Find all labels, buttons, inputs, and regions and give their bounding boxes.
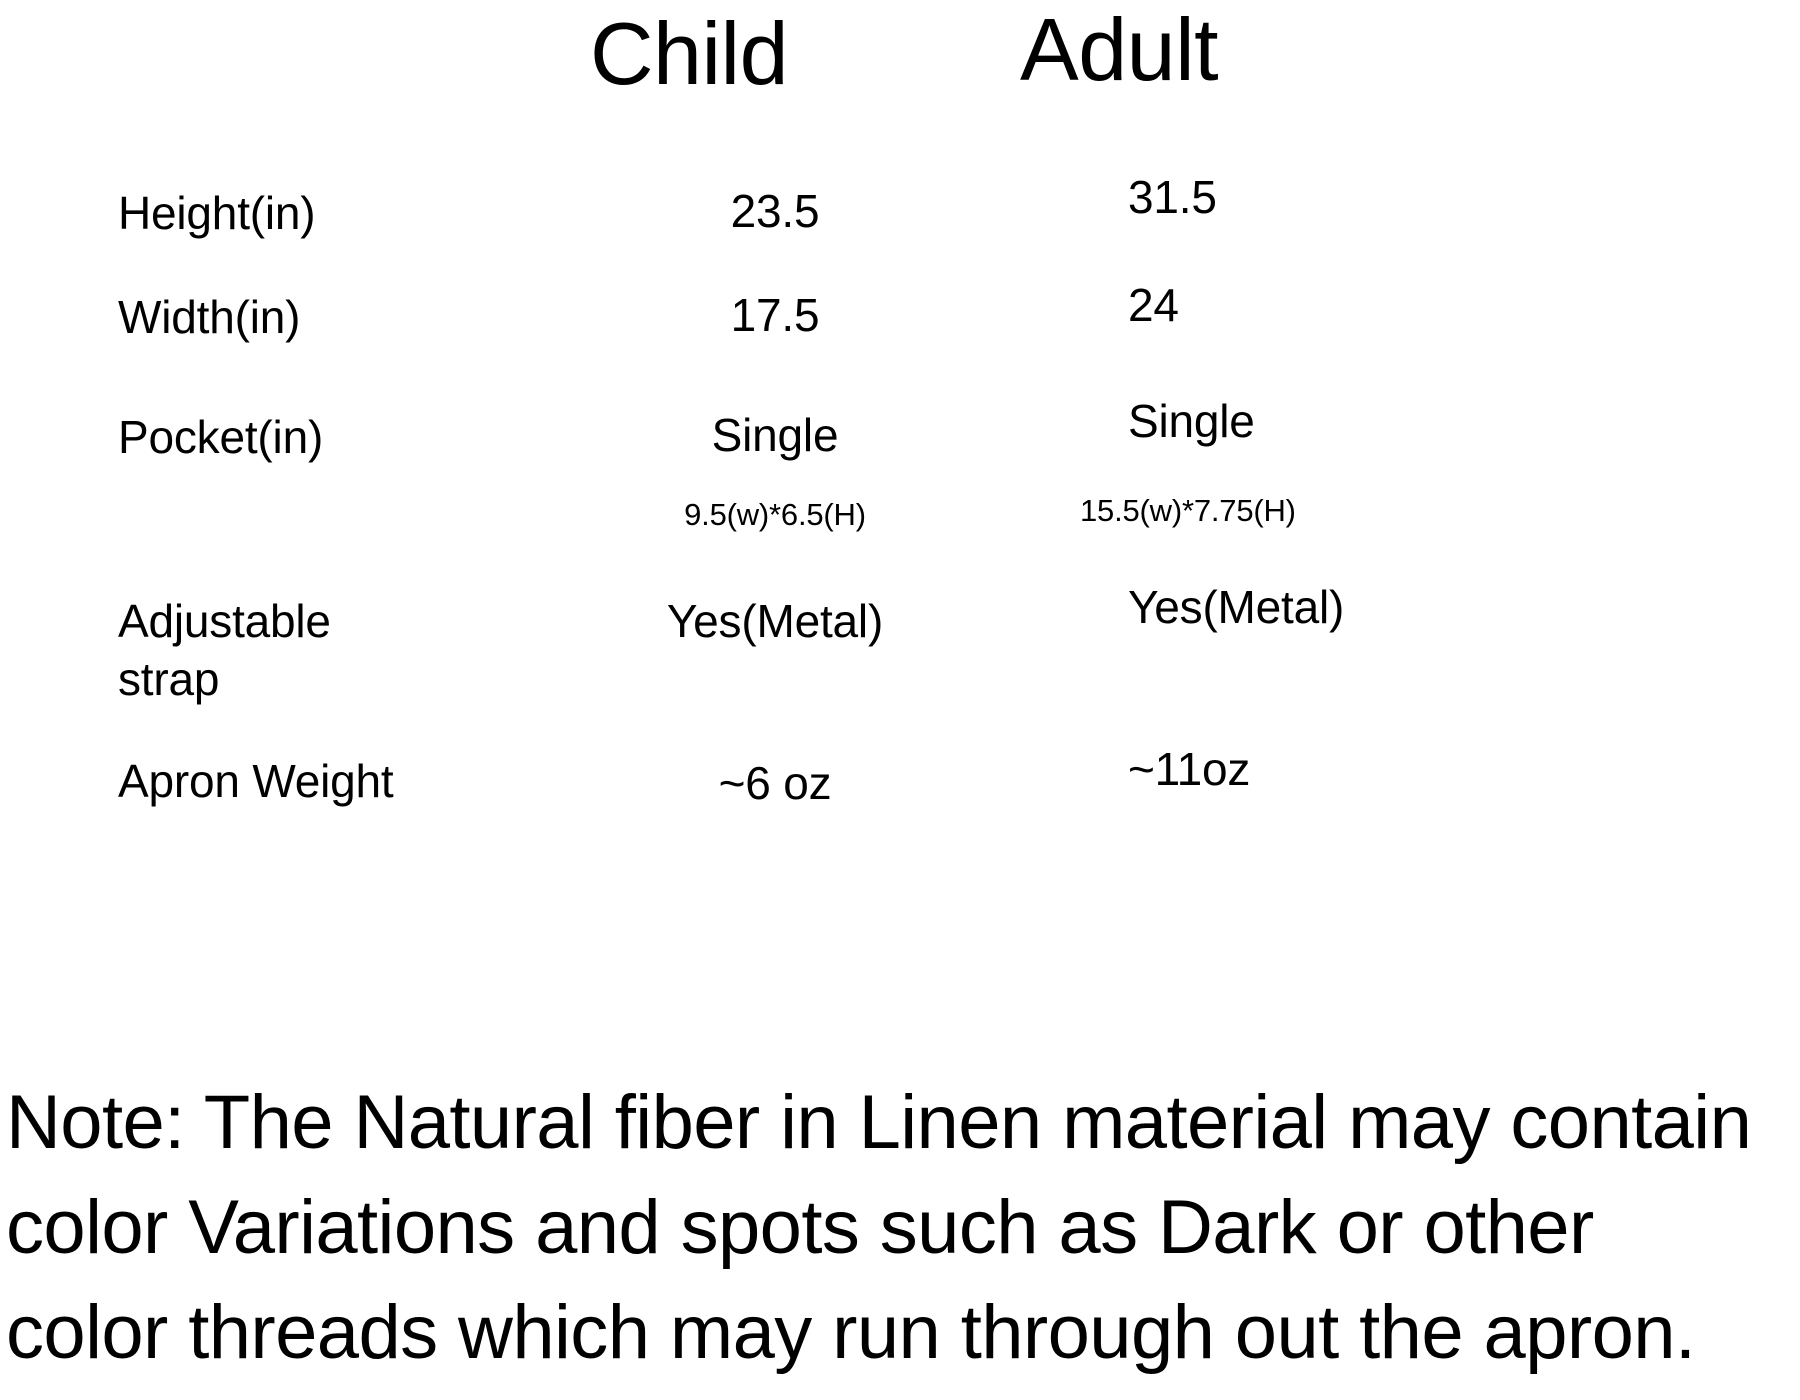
note-line-2: color Variations and spots such as Dark …	[6, 1185, 1594, 1270]
cell-strap-adult: Yes(Metal)	[1128, 581, 1345, 633]
table-header-row: Child Adult	[0, 6, 1800, 116]
cell-height-adult: 31.5	[1128, 171, 1217, 223]
row-label-adjustable-strap: Adjustable strap	[118, 595, 331, 705]
row-label-pocket: Pocket(in)	[118, 411, 324, 463]
cell-width-child: 17.5	[730, 289, 820, 341]
cell-pocket-child-dimensions: 9.5(w)*6.5(H)	[684, 497, 866, 532]
cell-height-child: 23.5	[730, 185, 820, 237]
table-body: Height(in) 23.5 31.5 Width(in) 17.5 24 P…	[118, 171, 1345, 809]
cell-weight-child: ~6 oz	[718, 757, 832, 809]
row-label-apron-weight: Apron Weight	[118, 755, 394, 807]
note-block: Note: The Natural fiber in Linen materia…	[6, 1070, 1800, 1385]
cell-strap-child: Yes(Metal)	[666, 595, 884, 647]
cell-width-adult: 24	[1128, 279, 1179, 331]
cell-pocket-adult-dimensions: 15.5(w)*7.75(H)	[1080, 493, 1296, 528]
cell-weight-adult: ~11oz	[1128, 743, 1251, 795]
size-chart: Child Adult Height(in) 23.5 31.5 Width(i…	[0, 6, 1800, 810]
row-label-height: Height(in)	[118, 187, 316, 239]
note-line-3: color threads which may run through out …	[6, 1290, 1696, 1375]
note-line-1: Note: The Natural fiber in Linen materia…	[6, 1080, 1752, 1165]
cell-pocket-child: Single	[711, 409, 839, 461]
cell-pocket-adult: Single	[1128, 395, 1255, 447]
row-label-width: Width(in)	[118, 291, 301, 343]
column-header-adult: Adult	[1020, 0, 1219, 99]
column-header-child: Child	[590, 4, 789, 103]
